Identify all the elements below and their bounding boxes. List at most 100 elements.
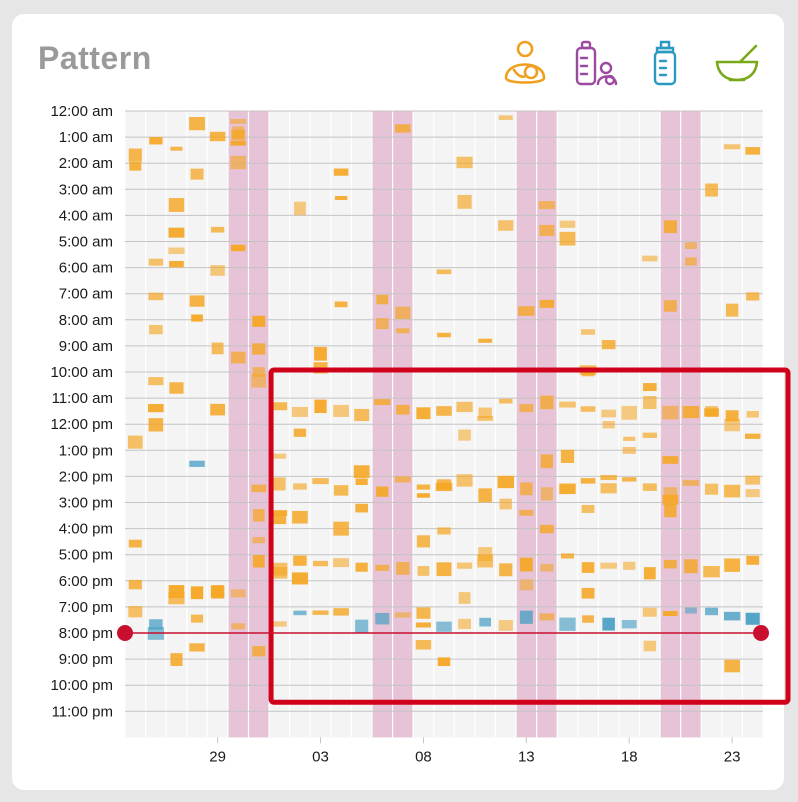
nursing-feeding-mark[interactable]: [129, 161, 142, 171]
nursing-feeding-mark[interactable]: [375, 318, 389, 330]
nursing-feeding-mark[interactable]: [581, 562, 595, 573]
nursing-feeding-mark[interactable]: [210, 226, 225, 233]
nursing-feeding-mark[interactable]: [601, 340, 616, 350]
nursing-feeding-mark[interactable]: [436, 479, 452, 489]
nursing-feeding-mark[interactable]: [663, 611, 678, 617]
formula-feeding-mark[interactable]: [479, 617, 491, 627]
nursing-feeding-mark[interactable]: [415, 640, 432, 650]
nursing-feeding-mark[interactable]: [559, 401, 576, 408]
nursing-feeding-mark[interactable]: [540, 395, 554, 410]
nursing-feeding-mark[interactable]: [662, 456, 679, 464]
nursing-feeding-mark[interactable]: [314, 346, 327, 361]
nursing-feeding-mark[interactable]: [622, 477, 637, 482]
nursing-feeding-mark[interactable]: [128, 539, 142, 548]
nursing-feeding-mark[interactable]: [602, 421, 615, 429]
nursing-feeding-mark[interactable]: [168, 247, 185, 255]
nursing-feeding-mark[interactable]: [458, 618, 471, 630]
nursing-feeding-mark[interactable]: [230, 119, 247, 124]
nursing-feeding-mark[interactable]: [293, 428, 307, 437]
nursing-feeding-mark[interactable]: [685, 257, 697, 266]
nursing-feeding-mark[interactable]: [746, 555, 760, 565]
nursing-feeding-mark[interactable]: [436, 406, 452, 416]
nursing-feeding-mark[interactable]: [477, 415, 494, 421]
nursing-feeding-mark[interactable]: [436, 562, 452, 577]
nursing-feeding-mark[interactable]: [189, 643, 205, 652]
nursing-feeding-mark[interactable]: [252, 343, 266, 355]
nursing-feeding-mark[interactable]: [395, 306, 411, 320]
nursing-feeding-mark[interactable]: [725, 410, 739, 422]
nursing-feeding-mark[interactable]: [746, 411, 759, 418]
nursing-feeding-mark[interactable]: [437, 332, 451, 338]
nursing-feeding-mark[interactable]: [499, 498, 512, 510]
nursing-feeding-mark[interactable]: [416, 535, 431, 548]
nursing-feeding-mark[interactable]: [291, 572, 308, 585]
nursing-feeding-mark[interactable]: [540, 454, 553, 469]
nursing-feeding-mark[interactable]: [231, 623, 245, 630]
nursing-feeding-mark[interactable]: [437, 527, 451, 535]
nursing-feeding-mark[interactable]: [416, 484, 431, 490]
nursing-feeding-mark[interactable]: [334, 195, 348, 201]
nursing-feeding-mark[interactable]: [538, 201, 556, 210]
nursing-feeding-mark[interactable]: [664, 504, 677, 518]
nursing-feeding-mark[interactable]: [540, 487, 553, 501]
formula-feeding-mark[interactable]: [723, 611, 741, 621]
nursing-feeding-mark[interactable]: [312, 478, 329, 485]
nursing-feeding-mark[interactable]: [416, 407, 431, 420]
nursing-feeding-mark[interactable]: [580, 478, 596, 484]
nursing-feeding-mark[interactable]: [189, 295, 205, 307]
nursing-feeding-mark[interactable]: [498, 620, 513, 631]
nursing-feeding-mark[interactable]: [394, 612, 411, 618]
nursing-feeding-mark[interactable]: [231, 129, 246, 141]
nursing-feeding-mark[interactable]: [662, 494, 679, 505]
current-time-handle-right[interactable]: [753, 625, 769, 641]
formula-feeding-mark[interactable]: [621, 619, 637, 629]
nursing-feeding-mark[interactable]: [169, 382, 184, 394]
nursing-feeding-mark[interactable]: [375, 564, 390, 571]
nursing-feeding-mark[interactable]: [374, 399, 391, 406]
nursing-feeding-mark[interactable]: [252, 646, 266, 657]
nursing-feeding-mark[interactable]: [396, 404, 410, 415]
nursing-feeding-mark[interactable]: [643, 567, 656, 580]
nursing-feeding-mark[interactable]: [561, 553, 574, 559]
nursing-feeding-mark[interactable]: [251, 484, 267, 493]
nursing-feeding-mark[interactable]: [272, 453, 287, 459]
nursing-feeding-mark[interactable]: [168, 198, 185, 212]
nursing-feeding-mark[interactable]: [723, 144, 741, 150]
nursing-feeding-mark[interactable]: [230, 351, 246, 364]
nursing-feeding-mark[interactable]: [396, 562, 410, 575]
nursing-feeding-mark[interactable]: [353, 465, 370, 478]
nursing-feeding-mark[interactable]: [252, 536, 266, 544]
nursing-feeding-mark[interactable]: [251, 373, 267, 388]
nursing-feeding-mark[interactable]: [170, 653, 183, 666]
nursing-feeding-mark[interactable]: [643, 396, 657, 409]
nursing-feeding-mark[interactable]: [519, 404, 534, 413]
nursing-feeding-mark[interactable]: [685, 242, 697, 250]
nursing-feeding-mark[interactable]: [643, 640, 657, 652]
nursing-feeding-mark[interactable]: [291, 406, 308, 417]
nursing-feeding-mark[interactable]: [456, 474, 473, 487]
nursing-feeding-mark[interactable]: [724, 484, 741, 498]
formula-feeding-mark[interactable]: [293, 610, 307, 616]
nursing-feeding-mark[interactable]: [333, 608, 349, 616]
formula-feeding-mark[interactable]: [355, 619, 369, 634]
nursing-feeding-mark[interactable]: [581, 329, 596, 335]
nursing-feeding-mark[interactable]: [148, 377, 164, 386]
nursing-feeding-mark[interactable]: [456, 156, 473, 169]
nursing-feeding-mark[interactable]: [498, 220, 514, 231]
nursing-feeding-mark[interactable]: [396, 328, 410, 334]
nursing-feeding-mark[interactable]: [149, 137, 163, 145]
nursing-feeding-mark[interactable]: [333, 485, 349, 496]
nursing-feeding-mark[interactable]: [642, 607, 657, 617]
nursing-feeding-mark[interactable]: [745, 147, 761, 155]
nursing-feeding-mark[interactable]: [148, 404, 164, 413]
nursing-feeding-mark[interactable]: [333, 404, 349, 417]
nursing-feeding-mark[interactable]: [539, 224, 555, 236]
nursing-feeding-mark[interactable]: [559, 483, 576, 495]
nursing-feeding-mark[interactable]: [312, 610, 329, 615]
nursing-feeding-mark[interactable]: [457, 194, 472, 209]
nursing-feeding-mark[interactable]: [314, 399, 327, 413]
nursing-feeding-mark[interactable]: [519, 579, 534, 591]
nursing-feeding-mark[interactable]: [333, 558, 350, 568]
nursing-feeding-mark[interactable]: [623, 436, 636, 441]
nursing-feeding-mark[interactable]: [376, 294, 389, 305]
